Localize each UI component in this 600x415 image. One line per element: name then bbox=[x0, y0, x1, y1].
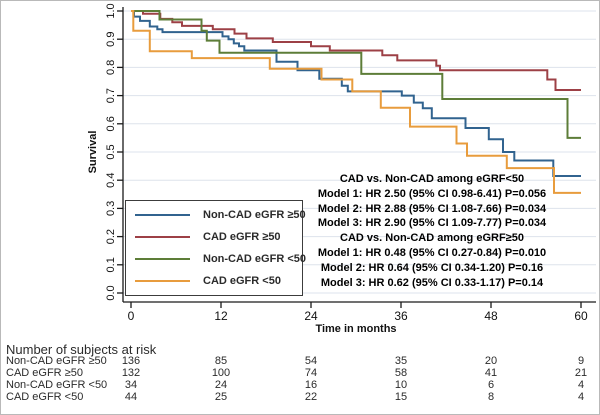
risk-count: 85 bbox=[214, 355, 228, 367]
risk-count: 41 bbox=[484, 367, 498, 379]
risk-count: 15 bbox=[394, 391, 408, 403]
risk-count: 74 bbox=[304, 367, 318, 379]
risk-count: 6 bbox=[487, 379, 495, 391]
risk-count: 16 bbox=[304, 379, 318, 391]
y-tick-label: 0.2 bbox=[105, 229, 117, 244]
x-tick-label: 0 bbox=[128, 309, 135, 323]
y-tick-label: 0.3 bbox=[105, 201, 117, 216]
risk-count: 20 bbox=[484, 355, 498, 367]
legend-line-swatch-red bbox=[135, 236, 190, 238]
survival-plot: 0.0 0.1 0.2 0.3 0.4 0.5 0.6 0.7 0.8 0.9 1.0 0 12 24 36… bbox=[87, 3, 596, 335]
y-tick-label: 0.8 bbox=[105, 60, 117, 75]
survival-curve bbox=[131, 10, 581, 177]
legend-item: Non-CAD eGFR ≥50 bbox=[126, 205, 306, 225]
risk-count: 24 bbox=[214, 379, 228, 391]
y-tick-label: 0.0 bbox=[105, 285, 117, 300]
risk-row-label: CAD eGFR <50 bbox=[6, 391, 84, 403]
risk-count: 136 bbox=[121, 355, 141, 367]
risk-count: 4 bbox=[577, 379, 585, 391]
risk-table-title: Number of subjects at risk bbox=[6, 342, 157, 357]
y-axis-title: Survival bbox=[87, 131, 99, 174]
y-tick-label: 0.1 bbox=[105, 257, 117, 272]
risk-count: 25 bbox=[214, 391, 228, 403]
legend-item: CAD eGFR ≥50 bbox=[126, 227, 302, 247]
risk-row-label: Non-CAD eGFR ≥50 bbox=[6, 355, 107, 367]
legend-label: Non-CAD eGFR <50 bbox=[203, 253, 306, 265]
risk-count: 9 bbox=[577, 355, 585, 367]
hr-annotation-block: CAD vs. Non-CAD among eGRF<50 Model 1: H… bbox=[304, 172, 560, 290]
hr-annotation-line: Model 3: HR 2.90 (95% CI 1.09-7.77) P=0.… bbox=[317, 217, 547, 230]
x-tick-label: 12 bbox=[214, 309, 228, 323]
risk-count: 44 bbox=[124, 391, 138, 403]
hr-annotation-line: Model 1: HR 2.50 (95% CI 0.98-6.41) P=0.… bbox=[317, 187, 547, 200]
hr-annotation-line: Model 2: HR 2.88 (95% CI 1.08-7.66) P=0.… bbox=[317, 202, 547, 215]
y-tick-label: 0.9 bbox=[105, 32, 117, 47]
x-tick-label: 48 bbox=[484, 309, 498, 323]
risk-count: 8 bbox=[487, 391, 495, 403]
legend-item: CAD eGFR <50 bbox=[126, 271, 302, 291]
risk-count: 35 bbox=[394, 355, 408, 367]
hr-annotation-line: Model 2: HR 0.64 (95% CI 0.34-1.20) P=0.… bbox=[320, 261, 544, 274]
x-tick-label: 24 bbox=[304, 309, 318, 323]
risk-row-label: CAD eGFR ≥50 bbox=[6, 367, 83, 379]
risk-count: 58 bbox=[394, 367, 408, 379]
risk-count: 54 bbox=[304, 355, 318, 367]
risk-count: 100 bbox=[211, 367, 231, 379]
risk-count: 132 bbox=[121, 367, 141, 379]
risk-count: 21 bbox=[574, 367, 588, 379]
risk-count: 34 bbox=[124, 379, 138, 391]
legend-line-swatch-blue bbox=[135, 214, 190, 216]
y-tick-label: 0.5 bbox=[105, 144, 117, 159]
x-axis-title: Time in months bbox=[315, 323, 396, 335]
y-tick-label: 0.4 bbox=[105, 173, 117, 188]
y-tick-label: 0.6 bbox=[105, 116, 117, 131]
hr-annotation-line: Model 3: HR 0.62 (95% CI 0.33-1.17) P=0.… bbox=[320, 276, 544, 289]
hr-annotation-line: CAD vs. Non-CAD among eGRF<50 bbox=[339, 173, 525, 185]
risk-count: 4 bbox=[577, 391, 585, 403]
survival-curve bbox=[131, 10, 581, 139]
survival-curve bbox=[131, 10, 581, 91]
legend-label: CAD eGFR ≥50 bbox=[203, 231, 281, 243]
x-tick-label: 60 bbox=[574, 309, 588, 323]
legend-label: Non-CAD eGFR ≥50 bbox=[203, 209, 306, 221]
x-tick-label: 36 bbox=[394, 309, 408, 323]
hr-annotation-line: Model 1: HR 0.48 (95% CI 0.27-0.84) P=0.… bbox=[317, 246, 547, 259]
y-tick-label: 1.0 bbox=[105, 3, 117, 18]
legend-line-swatch-green bbox=[135, 258, 190, 260]
risk-row-label: Non-CAD eGFR <50 bbox=[6, 379, 108, 391]
hr-annotation-line: CAD vs. Non-CAD among eGRF≥50 bbox=[340, 232, 524, 245]
legend-line-swatch-orange bbox=[135, 280, 190, 282]
y-tick-label: 0.7 bbox=[105, 88, 117, 103]
risk-count: 22 bbox=[304, 391, 318, 403]
legend-label: CAD eGFR <50 bbox=[203, 275, 281, 287]
legend-item: Non-CAD eGFR <50 bbox=[126, 249, 306, 269]
survival-curve bbox=[131, 10, 581, 194]
risk-count: 10 bbox=[394, 379, 408, 391]
legend: Non-CAD eGFR ≥50 CAD eGFR ≥50 Non-CAD eG… bbox=[125, 200, 306, 296]
